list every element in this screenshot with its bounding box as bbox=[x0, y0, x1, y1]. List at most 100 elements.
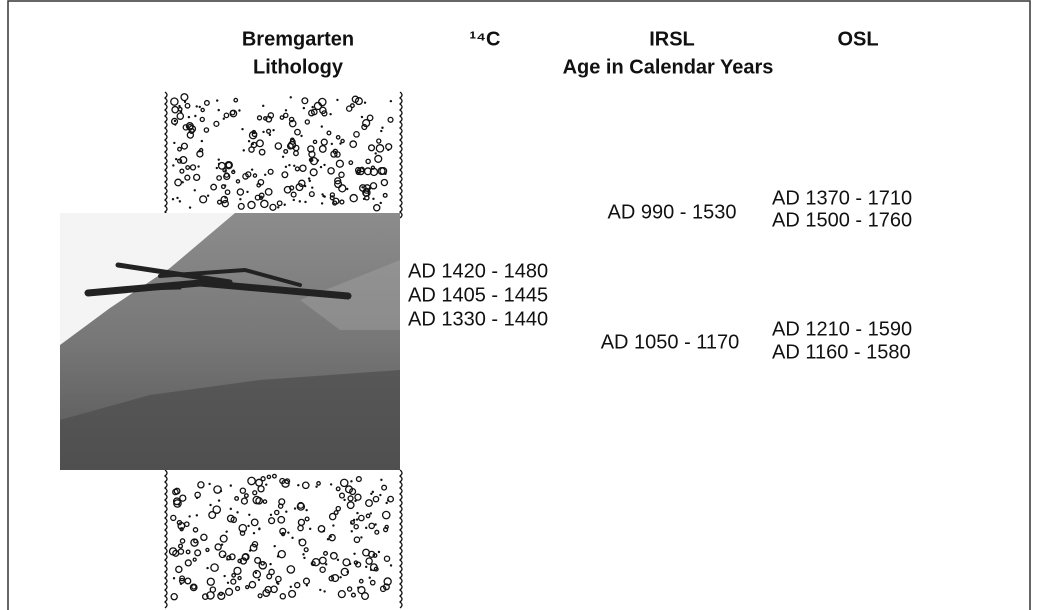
gravel bbox=[294, 128, 301, 136]
gravel bbox=[377, 550, 381, 554]
gravel bbox=[375, 144, 385, 153]
gravel bbox=[265, 483, 268, 486]
gravel bbox=[337, 589, 346, 599]
gravel bbox=[198, 105, 201, 109]
gravel bbox=[358, 514, 365, 522]
gravel bbox=[252, 569, 262, 579]
gravel bbox=[382, 192, 388, 198]
gravel bbox=[188, 515, 191, 518]
gravel bbox=[309, 168, 318, 177]
gravel bbox=[336, 98, 339, 102]
gravel bbox=[385, 143, 393, 151]
gravel bbox=[335, 486, 341, 492]
gravel bbox=[269, 562, 272, 566]
gravel bbox=[193, 173, 201, 182]
gravel bbox=[172, 549, 180, 557]
gravel bbox=[262, 104, 265, 108]
gravel bbox=[339, 199, 345, 205]
gravel bbox=[347, 495, 354, 502]
gravel bbox=[213, 120, 220, 127]
gravel bbox=[200, 533, 208, 542]
gravel bbox=[235, 179, 241, 184]
gravel bbox=[365, 513, 371, 519]
gravel bbox=[223, 172, 231, 181]
gravel bbox=[224, 189, 231, 196]
gravel bbox=[319, 165, 323, 169]
gravel bbox=[181, 181, 184, 184]
gravel bbox=[245, 584, 250, 590]
c14-date: AD 1405 - 1445 bbox=[408, 284, 548, 306]
gravel bbox=[365, 158, 371, 165]
gravel bbox=[274, 142, 283, 150]
gravel bbox=[260, 199, 269, 209]
gravel bbox=[184, 577, 192, 585]
gravel bbox=[281, 171, 289, 179]
gravel bbox=[357, 586, 360, 589]
gravel bbox=[213, 485, 222, 494]
gravel bbox=[311, 557, 321, 567]
gravel bbox=[170, 593, 178, 601]
gravel bbox=[206, 194, 210, 197]
gravel bbox=[178, 577, 185, 584]
gravel bbox=[252, 531, 256, 535]
gravel bbox=[369, 512, 373, 515]
gravel bbox=[372, 552, 378, 558]
gravel bbox=[381, 510, 391, 520]
gravel bbox=[279, 115, 285, 120]
gravel bbox=[188, 206, 192, 209]
gravel bbox=[350, 530, 353, 533]
gravel bbox=[262, 130, 265, 134]
gravel bbox=[200, 107, 205, 113]
gravel bbox=[316, 159, 320, 162]
gravel bbox=[316, 481, 321, 486]
gravel bbox=[163, 91, 168, 219]
gravel bbox=[336, 558, 340, 562]
gravel bbox=[195, 514, 199, 517]
gravel bbox=[323, 550, 329, 556]
gravel bbox=[331, 573, 340, 583]
gravel bbox=[228, 553, 236, 561]
gravel bbox=[293, 164, 296, 167]
gravel bbox=[187, 115, 191, 119]
gravel bbox=[179, 168, 185, 174]
gravel bbox=[370, 492, 373, 495]
gravel bbox=[208, 482, 211, 486]
gravel bbox=[248, 549, 252, 552]
gravel bbox=[354, 97, 363, 106]
gravel bbox=[254, 571, 258, 575]
gravel bbox=[379, 166, 388, 175]
gravel bbox=[366, 114, 374, 122]
gravel bbox=[304, 200, 307, 204]
gravel bbox=[321, 193, 324, 196]
header: ¹⁴C bbox=[470, 28, 501, 50]
gravel bbox=[370, 165, 376, 170]
gravel bbox=[185, 165, 191, 170]
gravel bbox=[191, 584, 197, 590]
gravel bbox=[353, 131, 360, 138]
gravel bbox=[176, 519, 183, 526]
gravel bbox=[179, 156, 188, 165]
gravel bbox=[177, 158, 183, 164]
gravel bbox=[217, 161, 226, 170]
gravel bbox=[382, 583, 390, 591]
gravel bbox=[255, 139, 264, 148]
gravel bbox=[271, 473, 277, 479]
gravel bbox=[184, 174, 191, 181]
gravel bbox=[374, 154, 383, 163]
gravel bbox=[248, 146, 255, 153]
gravel bbox=[247, 524, 250, 528]
gravel bbox=[349, 140, 358, 149]
gravel bbox=[250, 168, 254, 171]
gravel bbox=[381, 484, 388, 491]
gravel bbox=[344, 485, 354, 494]
gravel bbox=[275, 575, 282, 583]
gravel bbox=[238, 109, 241, 112]
gravel bbox=[291, 536, 294, 540]
gravel bbox=[266, 128, 272, 134]
gravel bbox=[363, 101, 367, 104]
gravel bbox=[338, 492, 346, 499]
gravel bbox=[277, 206, 280, 209]
gravel bbox=[323, 590, 326, 593]
gravel bbox=[387, 116, 394, 123]
gravel bbox=[279, 527, 287, 535]
